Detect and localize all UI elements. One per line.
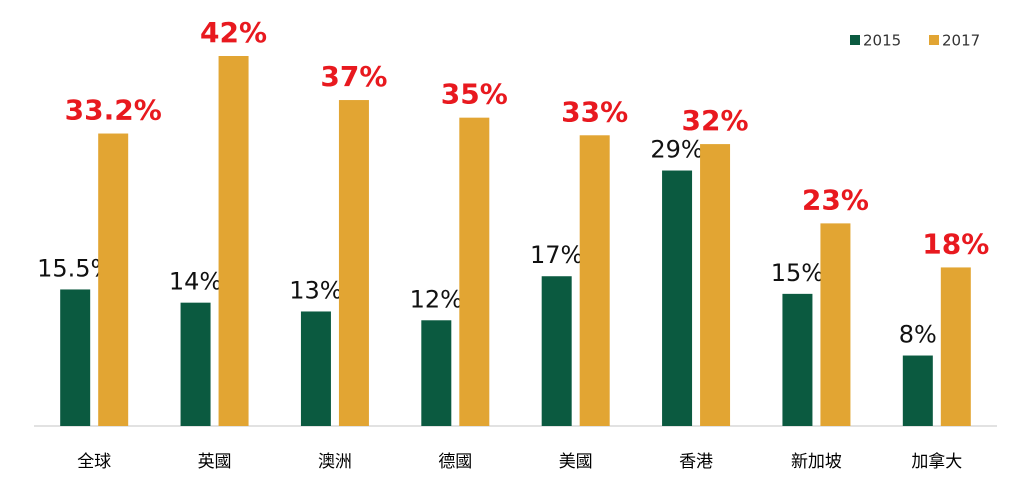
value-label: 33.2% xyxy=(65,94,162,127)
value-label: 29% xyxy=(650,136,703,164)
bar xyxy=(662,170,693,426)
value-label: 32% xyxy=(682,104,749,137)
bar xyxy=(180,302,211,426)
legend-swatch xyxy=(929,35,939,45)
bar xyxy=(782,293,813,426)
bar xyxy=(98,133,129,426)
legend-label: 2015 xyxy=(863,32,901,50)
x-tick-label: 英國 xyxy=(198,452,232,472)
value-label: 15% xyxy=(771,259,824,287)
bar xyxy=(902,355,933,426)
legend-label: 2017 xyxy=(942,32,980,50)
x-tick-label: 加拿大 xyxy=(911,451,962,472)
bar xyxy=(421,320,452,426)
value-label: 14% xyxy=(169,268,222,296)
bar xyxy=(579,135,610,427)
x-tick-label: 德國 xyxy=(438,452,472,472)
value-label: 17% xyxy=(530,241,583,269)
bar xyxy=(700,144,731,426)
bar xyxy=(459,117,490,427)
value-label: 35% xyxy=(441,78,508,111)
value-label: 23% xyxy=(802,183,869,216)
bar xyxy=(541,276,572,426)
value-label: 18% xyxy=(922,227,989,260)
bar xyxy=(338,100,369,427)
bar xyxy=(60,289,91,426)
x-tick-label: 香港 xyxy=(679,452,713,472)
bar xyxy=(300,311,331,426)
x-tick-label: 全球 xyxy=(77,452,111,472)
x-tick-label: 新加坡 xyxy=(791,452,842,472)
x-tick-label: 美國 xyxy=(559,452,593,472)
bar xyxy=(820,223,851,426)
legend-swatch xyxy=(850,35,860,45)
value-label: 13% xyxy=(289,276,342,304)
value-label: 42% xyxy=(200,16,267,49)
value-label: 12% xyxy=(410,285,463,313)
bar xyxy=(218,56,249,426)
x-tick-label: 澳洲 xyxy=(318,452,352,472)
value-label: 8% xyxy=(899,321,937,349)
value-label: 33% xyxy=(561,95,628,128)
bar xyxy=(940,267,971,426)
value-label: 37% xyxy=(320,60,387,93)
